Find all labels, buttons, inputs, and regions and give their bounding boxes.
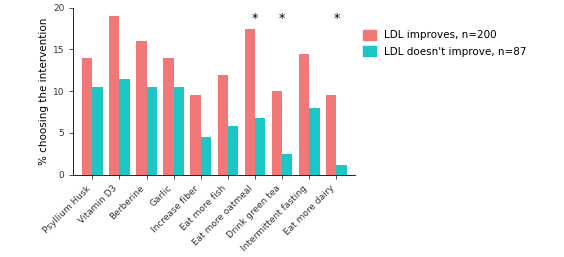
Legend: LDL improves, n=200, LDL doesn't improve, n=87: LDL improves, n=200, LDL doesn't improve… bbox=[363, 30, 527, 57]
Bar bbox=[120, 79, 130, 175]
Bar bbox=[245, 29, 255, 175]
Bar bbox=[136, 41, 147, 175]
Bar bbox=[272, 91, 282, 175]
Bar bbox=[164, 58, 174, 175]
Bar bbox=[191, 95, 201, 175]
Bar bbox=[109, 16, 120, 175]
Bar bbox=[228, 126, 238, 175]
Bar bbox=[309, 108, 320, 175]
Bar bbox=[282, 154, 292, 175]
Bar bbox=[147, 87, 157, 175]
Bar bbox=[218, 75, 228, 175]
Bar bbox=[82, 58, 92, 175]
Bar bbox=[201, 137, 211, 175]
Y-axis label: % choosing the intervention: % choosing the intervention bbox=[38, 17, 49, 165]
Bar bbox=[92, 87, 103, 175]
Text: *: * bbox=[252, 12, 258, 25]
Bar bbox=[299, 54, 309, 175]
Bar bbox=[174, 87, 184, 175]
Text: *: * bbox=[333, 12, 340, 25]
Bar bbox=[326, 95, 336, 175]
Bar bbox=[336, 165, 347, 175]
Text: *: * bbox=[279, 12, 285, 25]
Bar bbox=[255, 118, 265, 175]
